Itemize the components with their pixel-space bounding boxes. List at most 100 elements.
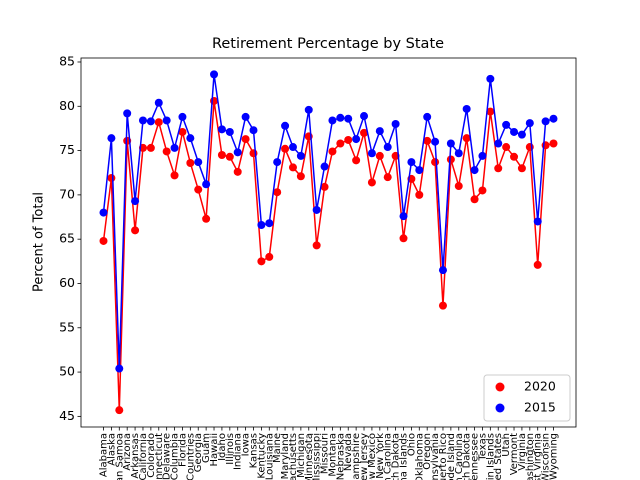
data-point bbox=[510, 127, 519, 136]
x-tick-label: United States bbox=[493, 433, 504, 480]
data-point bbox=[478, 186, 487, 195]
x-tick-label: Hawaii bbox=[209, 433, 220, 467]
x-tick-label: Minnesota bbox=[304, 433, 315, 480]
data-point bbox=[265, 219, 274, 228]
data-point bbox=[320, 182, 329, 191]
x-tick-label: Idaho bbox=[217, 433, 228, 461]
y-tick-label: 85 bbox=[59, 53, 75, 68]
x-tick-label: Texas bbox=[477, 433, 488, 462]
x-tick-label: District of Columbia bbox=[170, 433, 181, 480]
x-tick-label: Tennessee bbox=[470, 433, 481, 480]
data-point bbox=[336, 113, 345, 122]
data-point bbox=[99, 208, 108, 217]
data-point bbox=[186, 134, 195, 143]
data-point bbox=[138, 116, 147, 125]
data-point bbox=[170, 171, 179, 180]
x-tick-label: U.S. Virgin Islands bbox=[485, 433, 496, 480]
data-point bbox=[115, 406, 124, 415]
x-tick-label: Alaska bbox=[106, 433, 117, 466]
x-tick-label: Wyoming bbox=[549, 433, 560, 480]
data-point bbox=[328, 116, 337, 125]
x-tick-label: Colorado bbox=[146, 433, 157, 478]
y-tick-label: 65 bbox=[59, 231, 75, 246]
data-point bbox=[154, 98, 163, 107]
x-tick-label: Arizona bbox=[122, 433, 133, 471]
data-point bbox=[510, 152, 519, 161]
x-tick-label: Connecticut bbox=[154, 433, 165, 480]
data-point bbox=[107, 134, 116, 143]
data-point bbox=[312, 205, 321, 214]
data-point bbox=[249, 126, 258, 135]
x-tick-label: Vermont bbox=[509, 433, 520, 475]
data-point bbox=[415, 166, 424, 175]
data-point bbox=[194, 158, 203, 167]
data-point bbox=[210, 70, 219, 79]
y-tick-label: 55 bbox=[59, 319, 75, 334]
data-point bbox=[486, 74, 495, 83]
data-point bbox=[304, 105, 313, 114]
data-point bbox=[241, 135, 250, 144]
data-point bbox=[217, 125, 226, 134]
data-point bbox=[312, 241, 321, 250]
data-point bbox=[288, 143, 297, 152]
data-point bbox=[344, 114, 353, 123]
data-point bbox=[423, 112, 432, 121]
data-point bbox=[146, 117, 155, 126]
data-point bbox=[352, 135, 361, 144]
data-point bbox=[423, 136, 432, 145]
data-point bbox=[328, 147, 337, 156]
x-tick-label: Maryland bbox=[280, 433, 291, 479]
x-tick-label: West Virginia bbox=[533, 433, 544, 480]
x-tick-label: Oregon bbox=[422, 433, 433, 470]
x-tick-label: Alabama bbox=[99, 433, 110, 477]
data-point bbox=[178, 127, 187, 136]
data-point bbox=[438, 266, 447, 275]
data-point bbox=[123, 109, 132, 118]
y-tick-label: 50 bbox=[59, 364, 75, 379]
y-axis-label: Percent of Total bbox=[32, 192, 47, 292]
data-point bbox=[399, 212, 408, 221]
data-point bbox=[502, 120, 511, 129]
data-point bbox=[415, 190, 424, 199]
legend-box bbox=[483, 374, 571, 422]
x-tick-label: North Carolina bbox=[383, 433, 394, 480]
data-point bbox=[99, 236, 108, 245]
x-tick-label: Nevada bbox=[343, 433, 354, 471]
data-point bbox=[446, 155, 455, 164]
data-point bbox=[257, 257, 266, 266]
x-tick-label: Washington bbox=[525, 433, 536, 480]
data-point bbox=[273, 158, 282, 167]
data-point bbox=[107, 174, 116, 183]
legend-label: 2020 bbox=[524, 379, 556, 394]
x-tick-label: Louisiana bbox=[264, 433, 275, 480]
x-tick-label: Ohio bbox=[406, 433, 417, 456]
x-tick-label: Wisconsin bbox=[541, 433, 552, 480]
x-tick-label: Northern Mariana Islands bbox=[399, 433, 410, 480]
data-point bbox=[131, 226, 140, 235]
data-point bbox=[549, 139, 558, 148]
data-point bbox=[462, 134, 471, 143]
data-point bbox=[383, 173, 392, 182]
data-point bbox=[281, 121, 290, 130]
x-tick-label: Virginia bbox=[517, 433, 528, 471]
x-tick-label: Illinois bbox=[225, 433, 236, 465]
x-tick-label: California bbox=[138, 433, 149, 480]
data-point bbox=[478, 151, 487, 160]
data-point bbox=[494, 164, 503, 173]
data-point bbox=[431, 137, 440, 146]
data-point bbox=[162, 116, 171, 125]
x-tick-label: Rhode Island bbox=[446, 433, 457, 480]
data-point bbox=[525, 119, 534, 128]
y-tick-label: 75 bbox=[59, 142, 75, 157]
x-tick-label: Iowa bbox=[241, 433, 252, 456]
data-point bbox=[431, 158, 440, 167]
data-point bbox=[533, 260, 542, 269]
x-tick-label: South Carolina bbox=[454, 433, 465, 480]
data-point bbox=[375, 127, 384, 136]
legend-label: 2015 bbox=[524, 400, 556, 415]
x-tick-label: Kansas bbox=[249, 433, 260, 468]
data-point bbox=[131, 197, 140, 206]
data-point bbox=[202, 180, 211, 189]
